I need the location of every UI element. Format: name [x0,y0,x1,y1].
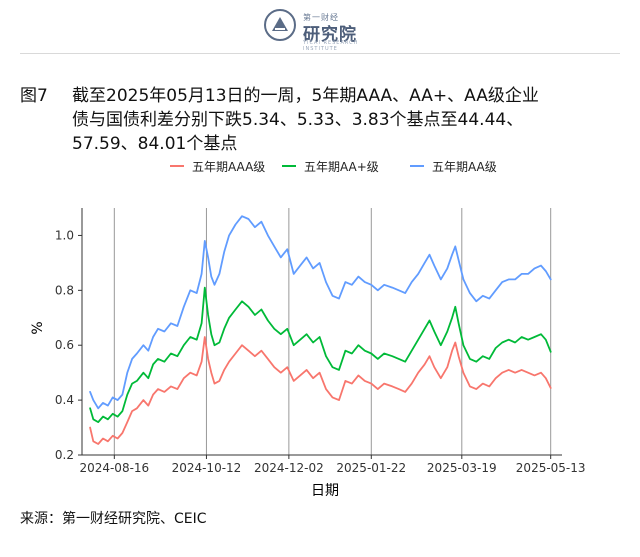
brand-top-text: 第一财经 [303,13,339,22]
legend-label-aaa: 五年期AAA级 [192,160,266,174]
x-tick-label-2024-10-12: 2024-10-12 [172,461,242,475]
figure-title-line3: 57.59、84.01个基点 [72,134,238,154]
x-tick-label-2025-05-13: 2025-05-13 [516,461,586,475]
y-tick-label-0.8: 0.8 [55,283,74,297]
y-tick-label-0.6: 0.6 [55,338,74,352]
x-tick-label-2025-01-22: 2025-01-22 [336,461,406,475]
x-axis-label: 日期 [311,483,339,499]
legend-label-aa: 五年期AA级 [432,160,497,174]
grid-layer [113,208,552,455]
header-divider [20,53,620,54]
legend-swatch-aaa [170,164,184,167]
source-note: 来源：第一财经研究院、CEIC [20,511,207,527]
legend-swatch-aa-plus [282,164,296,167]
series-layer [89,215,552,445]
brand-logo: 第一财经 研究院 YICAI RESEARCH INSTITUTE [263,6,383,52]
figure-title: 图7 截至2025年05月13日的一周，5年期AAA、AA+、AA级企业 债与国债… [20,84,620,156]
y-tick-label-1: 1.0 [55,228,74,242]
y-tick-label-0.4: 0.4 [55,393,74,407]
axis-layer: 2024-08-16 2024-10-12 2024-12-02 2025-01-22… [55,208,586,475]
figure-number: 图7 [20,86,48,106]
x-tick-label-2025-03-19: 2025-03-19 [427,461,497,475]
y-axis-label: % [30,321,46,334]
legend-item-aa-plus: 五年期AA+级 [282,158,379,175]
brand-main-text: 研究院 [303,25,357,45]
brand-logo-mark [264,9,296,41]
y-tick-label-0.2: 0.2 [55,448,74,462]
x-tick-label-2024-12-02: 2024-12-02 [254,461,324,475]
legend-item-aa: 五年期AA级 [410,158,497,175]
figure-title-line1: 截至2025年05月13日的一周，5年期AAA、AA+、AA级企业 [72,86,539,106]
legend-label-aa-plus: 五年期AA+级 [304,160,379,174]
series-line-aa [89,215,552,410]
x-tick-label-2024-08-16: 2024-08-16 [79,461,149,475]
legend-item-aaa: 五年期AAA级 [170,158,265,175]
brand-sub-text: YICAI RESEARCH INSTITUTE [303,40,359,52]
series-line-aa-plus [89,286,552,423]
series-line-aaa [89,336,552,445]
legend-swatch-aa [410,164,424,167]
figure-title-line2: 债与国债利差分别下跌5.34、5.33、3.83个基点至44.44、 [72,110,524,130]
